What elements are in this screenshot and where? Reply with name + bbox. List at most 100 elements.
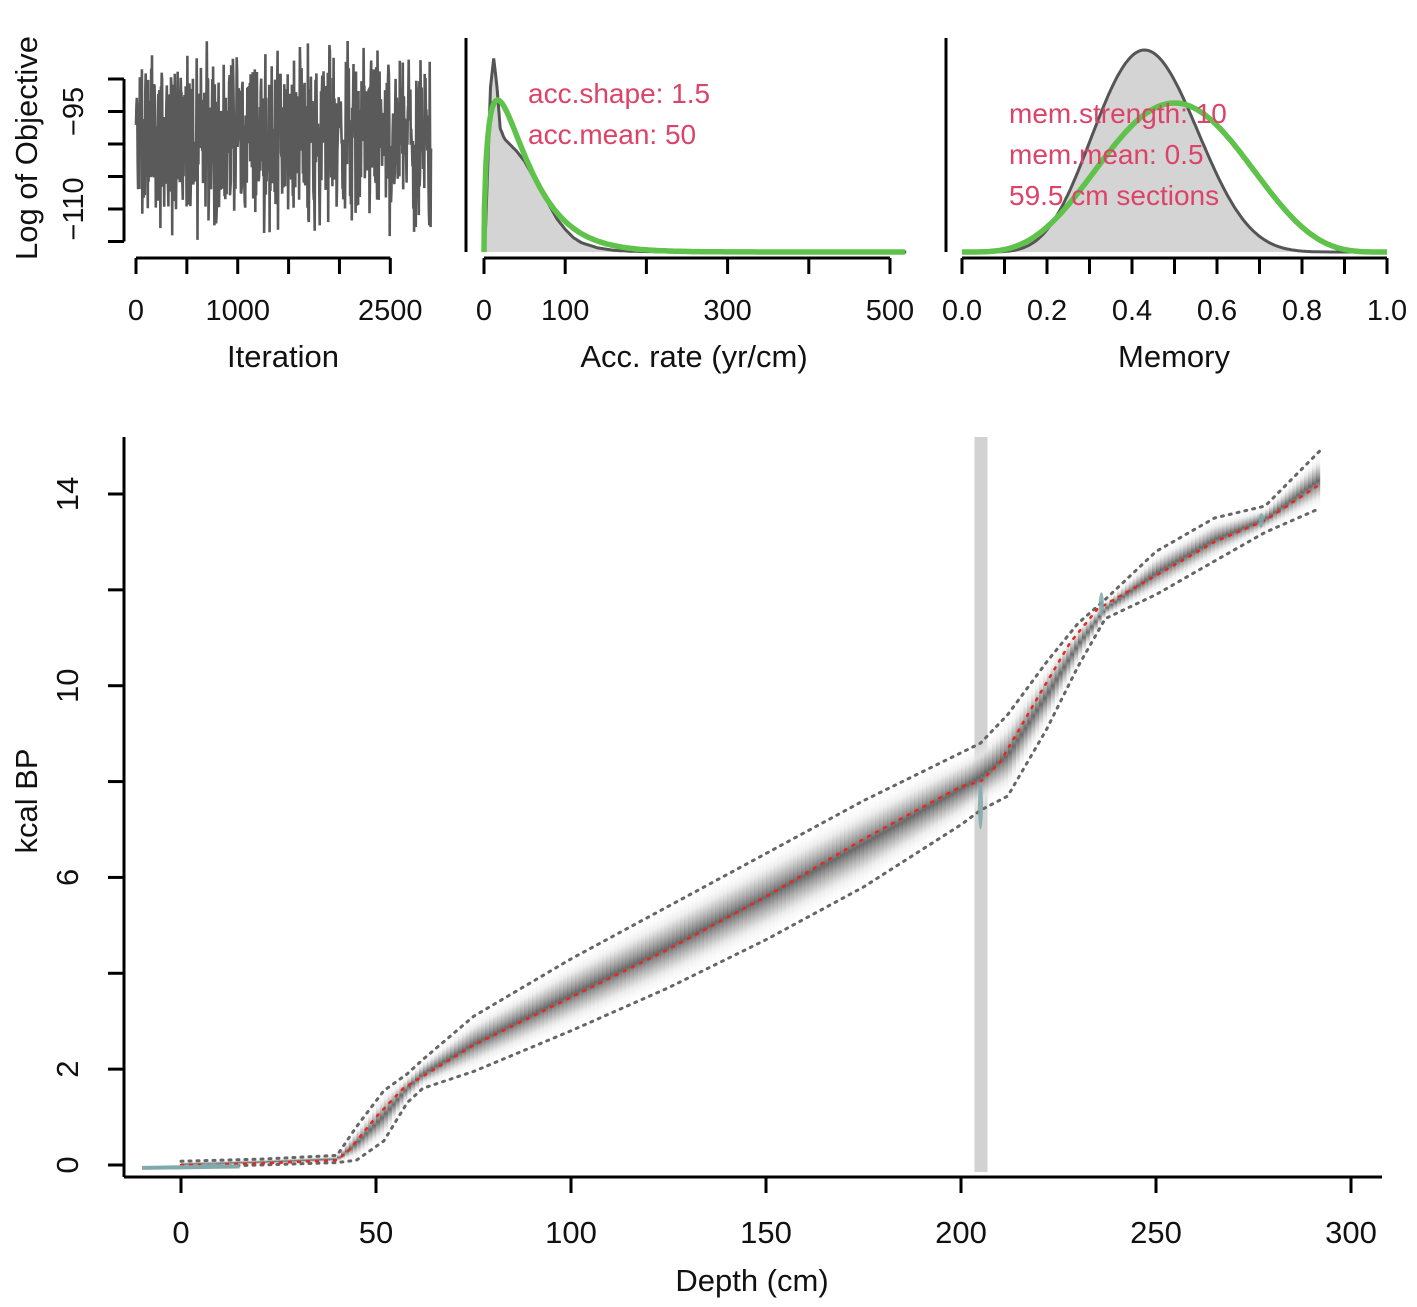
age-uncertainty-slice (906, 778, 911, 859)
age-uncertainty-slice (555, 966, 560, 1037)
age-uncertainty-slice (851, 806, 857, 893)
age-yaxis-ticklabel: 2 (50, 1061, 85, 1078)
age-uncertainty-slice (1093, 608, 1098, 636)
age-uncertainty-slice (738, 867, 743, 953)
age-uncertainty-slice (1007, 711, 1013, 793)
age-uncertainty-slice (890, 786, 896, 869)
age-uncertainty-slice (1253, 508, 1258, 538)
age-yaxis-ticklabel: 10 (50, 668, 85, 702)
age-uncertainty-slice (664, 907, 669, 989)
age-uncertainty-slice (418, 1061, 424, 1091)
age-uncertainty-slice (652, 913, 658, 994)
age-uncertainty-slice (1226, 514, 1231, 554)
memory-xaxis-ticklabel: 0.8 (1282, 295, 1322, 327)
age-uncertainty-slice (563, 962, 568, 1034)
age-uncertainty-slice (247, 1159, 252, 1166)
age-uncertainty-slice (953, 755, 958, 829)
age-uncertainty-slice (625, 928, 630, 1006)
age-uncertainty-slice (368, 1108, 373, 1151)
age-uncertainty-slice (1019, 696, 1024, 773)
age-uncertainty-slice (274, 1158, 279, 1165)
age-uncertainty-slice (699, 888, 704, 972)
depth-xlabel: Depth (cm) (675, 1263, 828, 1298)
age-uncertainty-slice (797, 835, 802, 922)
age-uncertainty-slice (1062, 640, 1067, 694)
age-uncertainty-slice (1222, 515, 1227, 556)
age-uncertainty-slice (309, 1156, 314, 1164)
panel-iterations: 0 1000 2500 −95 −110 Iteration Log of Object… (9, 36, 433, 374)
age-uncertainty-slice (1081, 618, 1087, 657)
age-uncertainty-slice (1218, 516, 1223, 558)
age-uncertainty-slice (434, 1047, 439, 1084)
age-uncertainty-slice (641, 919, 646, 999)
memory-xaxis-ticklabel: 0.6 (1197, 295, 1237, 327)
age-uncertainty-slice (294, 1157, 299, 1164)
age-uncertainty-slice (407, 1072, 412, 1101)
age-uncertainty-slice (672, 903, 677, 985)
memory-axes: 0.0 0.2 0.4 0.6 0.8 1.0 (942, 38, 1407, 327)
age-uncertainty-slice (816, 824, 821, 912)
age-uncertainty-slice (598, 943, 603, 1018)
age-uncertainty-slice (594, 945, 599, 1020)
age-uncertainty-slice (1163, 545, 1169, 590)
age-uncertainty-slice (301, 1157, 307, 1164)
acc-rate-marks (481, 58, 907, 255)
lower-95-bound (179, 506, 1322, 1169)
age-uncertainty-slice (1292, 476, 1297, 520)
memory-xaxis-ticklabel: 0.0 (942, 295, 982, 327)
age-uncertainty-slice (411, 1068, 416, 1098)
age-uncertainty-slice (777, 846, 782, 933)
age-uncertainty-slice (1109, 593, 1114, 616)
age-uncertainty-slice (824, 820, 829, 908)
age-uncertainty-slice (1156, 550, 1161, 594)
age-uncertainty-slice (1175, 539, 1180, 583)
age-uncertainty-slice (1183, 534, 1188, 578)
age-uncertainty-slice (426, 1054, 431, 1087)
age-uncertainty-slice (399, 1078, 404, 1113)
memory-posterior-line (962, 48, 1387, 254)
age-uncertainty-slice (820, 822, 825, 910)
iteration-xlabel: Iteration (227, 339, 339, 374)
age-uncertainty-slice (512, 992, 517, 1055)
age-uncertainty-slice (707, 884, 712, 968)
age-uncertainty-slice (637, 922, 642, 1001)
iteration-xaxis-ticklabel: 0 (128, 295, 144, 327)
panel-acc-rate: 0 100 300 500 Acc. rate (yr/cm) acc.shape: … (464, 38, 914, 374)
iteration-xaxis-ticklabel: 2500 (358, 295, 423, 327)
age-uncertainty-slice (832, 816, 837, 903)
age-uncertainty-slice (602, 940, 607, 1017)
memory-xaxis-ticklabel: 0.4 (1112, 295, 1152, 327)
age-uncertainty-slice (317, 1156, 322, 1164)
age-uncertainty-slice (1187, 532, 1192, 576)
age-uncertainty-slice (582, 951, 587, 1025)
age-uncertainty-slice (883, 790, 888, 874)
age-uncertainty-slice (805, 831, 810, 918)
age-uncertainty-slice (879, 792, 884, 876)
age-uncertainty-slice (1159, 548, 1165, 592)
age-uncertainty-slice (1066, 635, 1071, 687)
acc-rate-xaxis-ticklabel: 0 (476, 295, 492, 327)
objective-yaxis-ticklabel: −110 (58, 177, 90, 240)
age-uncertainty-slice (231, 1159, 236, 1166)
age-uncertainty-slice (785, 841, 790, 929)
age-uncertainty-slice (227, 1159, 233, 1166)
mem-strength-annotation: mem.strength: 10 (1009, 98, 1227, 129)
age-uncertainty-slice (496, 1001, 502, 1061)
age-uncertainty-slice (828, 818, 833, 905)
age-uncertainty-slice (524, 985, 529, 1050)
age-uncertainty-slice (278, 1158, 283, 1165)
trace-marks (134, 40, 433, 240)
age-uncertainty-slice (1202, 523, 1208, 567)
depth-xaxis-ticklabel: 0 (172, 1215, 189, 1250)
panel-memory: 0.0 0.2 0.4 0.6 0.8 1.0 Memory mem.strength: … (942, 38, 1407, 374)
age-uncertainty-slice (391, 1083, 396, 1126)
age-uncertainty-slice (855, 803, 860, 891)
acc-prior-line (481, 97, 905, 255)
age-uncertainty-slice (489, 1006, 494, 1065)
age-uncertainty-slice (1148, 557, 1153, 598)
age-uncertainty-slice (1179, 536, 1184, 581)
age-uncertainty-slice (535, 978, 541, 1045)
age-uncertainty-slice (1284, 484, 1289, 523)
age-uncertainty-slice (684, 896, 689, 980)
age-uncertainty-slice (520, 987, 525, 1052)
